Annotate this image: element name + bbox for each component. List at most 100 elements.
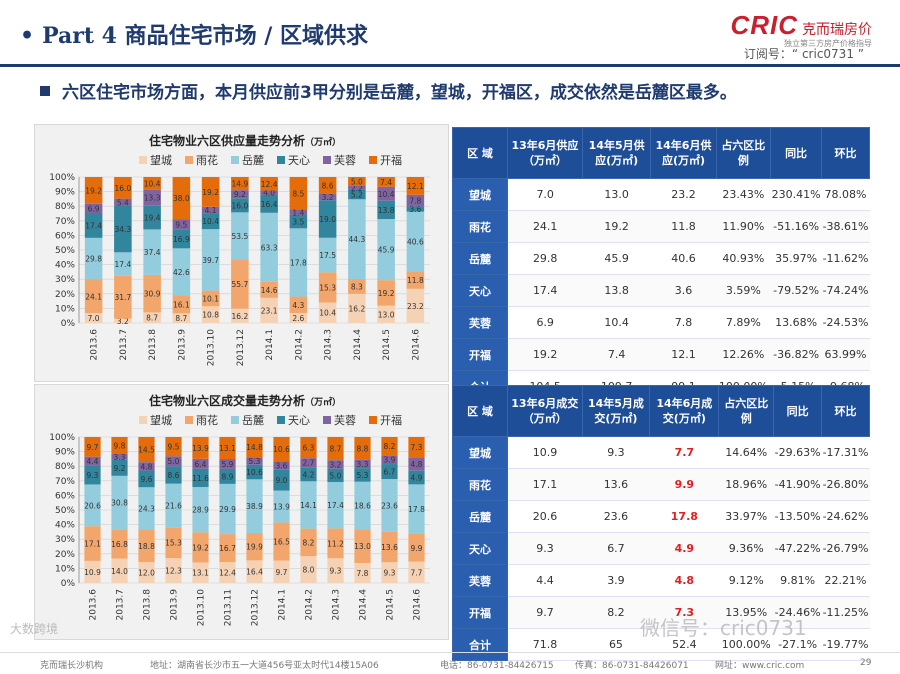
table-cell: 40.6 [650,242,717,275]
data-label: 14.8 [246,443,263,452]
table-cell: -47.22% [773,532,822,565]
data-label: 5.9 [222,460,234,469]
footer-fax: 传真：86-0731-84426071 [575,661,689,671]
data-label: 3.2 [117,317,129,326]
table-cell: 6.9 [507,306,583,339]
legend-label: 岳麓 [242,414,264,427]
bar-segment [111,529,128,559]
bar-segment [201,306,220,323]
table-cell: 17.8 [649,500,719,533]
table-header-cell: 区 域 [452,127,508,179]
data-label: 8.2 [384,442,396,451]
bar-segment [381,455,398,465]
table-row: 望城 7.0 13.0 23.2 23.43% 230.41% 78.08% [452,178,870,211]
chart-title: 住宅物业六区成交量走势分析（万㎡） [149,393,341,408]
table-cell: 230.41% [770,178,822,211]
bar-segment [273,560,290,583]
wechat-watermark: 微信号：cric0731 [640,616,807,640]
legend-label: 雨花 [196,154,218,167]
data-label: 8.6 [322,181,334,190]
data-label: 30.8 [111,499,128,508]
bar-segment [348,177,366,186]
x-tick-label: 2013.6 [89,589,99,621]
data-label: 3.2 [330,460,342,469]
footer-phone: 电话：86-0731-84426715 [440,661,554,671]
legend-label: 芙蓉 [334,153,356,167]
bar-segment [300,556,317,583]
legend-swatch [323,156,331,164]
table-cell: 9.3 [507,532,583,565]
legend-swatch [369,156,377,164]
x-tick-label: 2013.9 [170,589,180,621]
table-cell: 22.21% [821,564,870,597]
table-cell: 9.81% [773,564,822,597]
logo-cn: 克而瑞房价 [802,22,872,38]
bar-segment [377,200,395,220]
y-tick-label: 90% [55,188,75,198]
x-tick-label: 2014.3 [324,329,334,361]
table-row: 开福 9.7 8.2 7.3 13.95% -24.46% -11.25% [452,596,870,629]
legend-swatch [185,416,193,424]
bar-segment [381,437,398,456]
bar-segment [377,280,395,306]
data-label: 13.1 [192,569,209,578]
data-label: 10.4 [144,179,161,188]
table-row: 合计 71.8 65 52.4 100.00% -27.1% -19.77% [452,628,870,661]
data-label: 8.7 [175,314,187,323]
bar-segment [138,470,155,488]
table-row: 芙蓉 4.4 3.9 4.8 9.12% 9.81% 22.21% [452,564,870,597]
bar-segment [143,177,161,190]
bar-segment [84,560,101,583]
data-label: 17.4 [85,222,102,231]
bar-segment [408,561,425,583]
bar-segment [300,458,317,468]
bar-segment [260,190,278,195]
y-tick-label: 100% [49,433,75,443]
x-tick-label: 2013.6 [90,329,100,361]
bar-segment [114,275,132,319]
x-tick-label: 2013.10 [207,329,217,366]
table-cell: 52.4 [649,628,719,661]
bar-segment [327,482,344,529]
bar-segment [300,481,317,529]
table-cell: 13.6 [582,468,650,501]
data-label: 4.1 [205,206,217,215]
y-tick-label: 0% [61,579,76,589]
bar-segment [138,529,155,563]
data-label: 3.9 [384,456,396,465]
legend-swatch [277,156,285,164]
table-cell: 4.8 [649,564,719,597]
legend-swatch [139,416,147,424]
data-label: 30.9 [144,290,161,299]
bar-segment [318,200,337,238]
logo-mark: CRIC [730,10,798,40]
x-tick-label: 2013.12 [236,329,246,366]
bar-segment [192,458,209,469]
data-label: 19.4 [144,214,161,223]
data-label: 5.0 [330,471,342,480]
table-row: 岳麓 29.8 45.9 40.6 40.93% 35.97% -11.62% [452,242,870,275]
bar-segment [165,437,182,457]
x-tick-label: 2014.2 [305,589,315,621]
data-label: 17.4 [327,501,344,510]
table-area-cell: 开福 [452,338,508,371]
x-tick-label: 2014.2 [294,329,304,361]
bar-segment [327,528,344,559]
bar-segment [111,475,128,530]
table-cell: 13.95% [718,596,774,629]
x-tick-label: 2013.10 [197,589,207,626]
bar-segment [289,214,308,229]
data-label: 21.6 [165,501,182,510]
table-area-cell: 芙蓉 [452,564,508,597]
bar-segment [165,527,182,559]
data-label: 8.6 [168,471,180,480]
bar-segment [143,205,161,230]
table-header-cell: 区 域 [452,385,508,437]
bar-segment [165,558,182,583]
data-label: 6.7 [384,468,396,477]
y-tick-label: 60% [55,231,75,241]
bar-segment [114,252,132,276]
data-label: 16.0 [232,201,249,210]
table-cell: 9.12% [718,564,774,597]
bar-segment [219,534,236,563]
